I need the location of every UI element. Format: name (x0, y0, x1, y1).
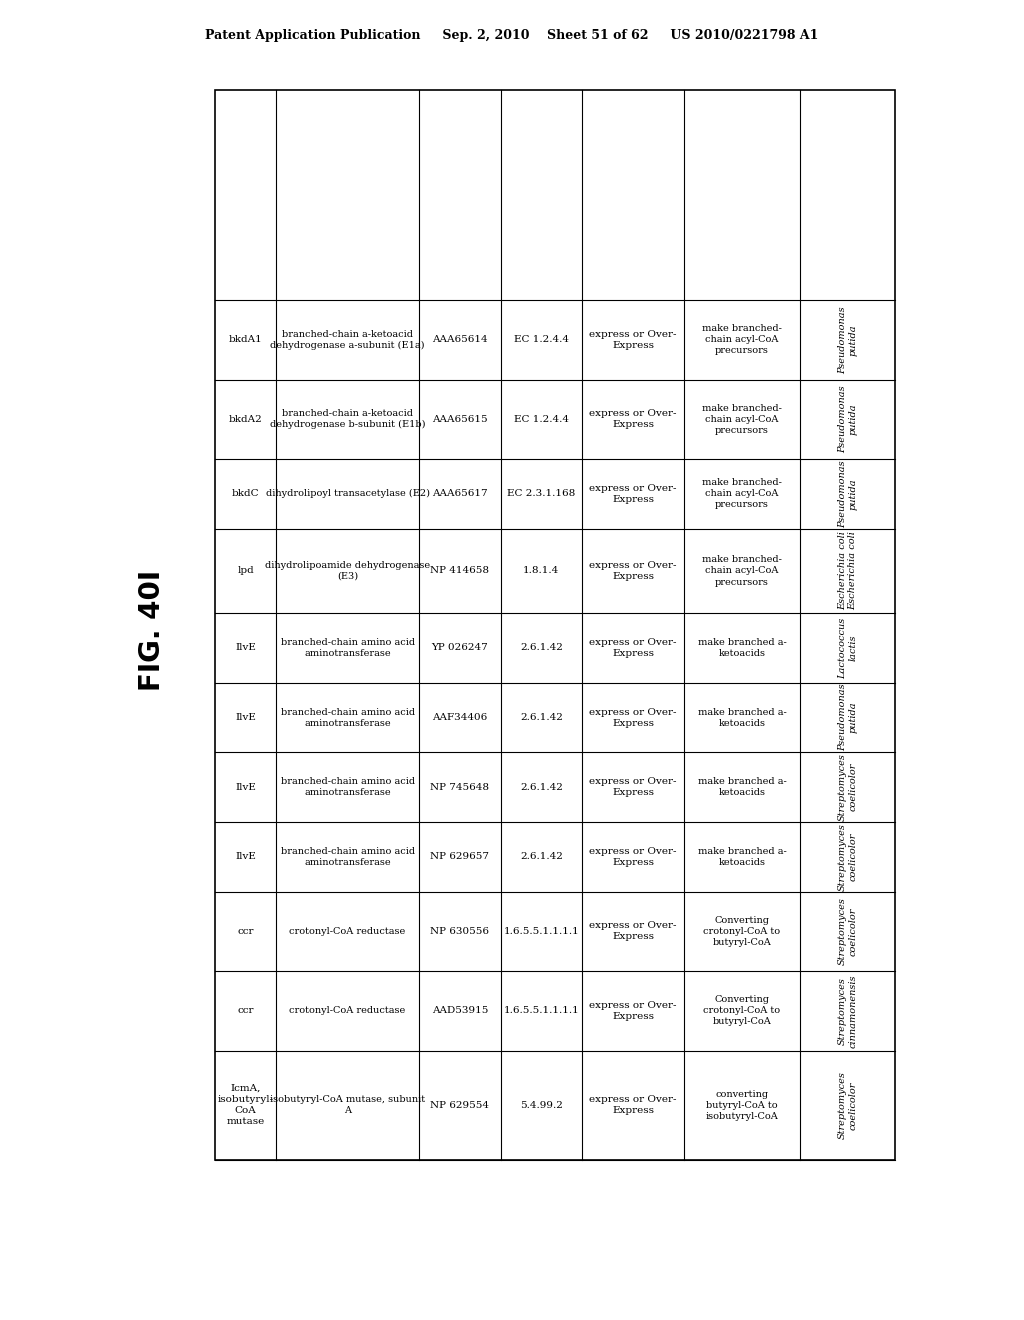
Text: 1.6.5.5.1.1.1.1: 1.6.5.5.1.1.1.1 (504, 1006, 580, 1015)
Text: IlvE: IlvE (236, 643, 256, 652)
Text: IlvE: IlvE (236, 783, 256, 792)
Text: Patent Application Publication     Sep. 2, 2010    Sheet 51 of 62     US 2010/02: Patent Application Publication Sep. 2, 2… (206, 29, 818, 41)
Text: make branched-
chain acyl-CoA
precursors: make branched- chain acyl-CoA precursors (702, 556, 782, 586)
Text: 2.6.1.42: 2.6.1.42 (520, 783, 563, 792)
Text: IlvE: IlvE (236, 853, 256, 861)
Text: branched-chain amino acid
aminotransferase: branched-chain amino acid aminotransfera… (281, 708, 415, 727)
Text: Pseudomonas
putida: Pseudomonas putida (838, 306, 857, 374)
Text: AAA65614: AAA65614 (432, 335, 487, 345)
Text: ccr: ccr (238, 927, 254, 936)
Text: express or Over-
Express: express or Over- Express (590, 330, 677, 350)
Text: EC 1.2.4.4: EC 1.2.4.4 (514, 414, 569, 424)
Text: express or Over-
Express: express or Over- Express (590, 846, 677, 867)
Text: lpd: lpd (238, 566, 254, 576)
Text: NP 629554: NP 629554 (430, 1101, 489, 1110)
Text: isobutyryl-CoA mutase, subunit
A: isobutyryl-CoA mutase, subunit A (270, 1096, 425, 1115)
Text: 2.6.1.42: 2.6.1.42 (520, 643, 563, 652)
Text: dihydrolipoamide dehydrogenase
(E3): dihydrolipoamide dehydrogenase (E3) (265, 561, 430, 581)
Text: branched-chain a-ketoacid
dehydrogenase a-subunit (E1a): branched-chain a-ketoacid dehydrogenase … (270, 330, 425, 350)
Text: AAA65615: AAA65615 (432, 414, 487, 424)
Text: ccr: ccr (238, 1006, 254, 1015)
Text: EC 2.3.1.168: EC 2.3.1.168 (507, 490, 575, 499)
Text: make branched-
chain acyl-CoA
precursors: make branched- chain acyl-CoA precursors (702, 478, 782, 510)
Text: express or Over-
Express: express or Over- Express (590, 921, 677, 941)
Text: Pseudomonas
putida: Pseudomonas putida (838, 385, 857, 453)
Text: Streptomyces
coelicolor: Streptomyces coelicolor (838, 822, 857, 891)
Text: IlvE: IlvE (236, 713, 256, 722)
Text: crotonyl-CoA reductase: crotonyl-CoA reductase (290, 927, 406, 936)
Text: EC 1.2.4.4: EC 1.2.4.4 (514, 335, 569, 345)
Text: branched-chain a-ketoacid
dehydrogenase b-subunit (E1b): branched-chain a-ketoacid dehydrogenase … (270, 409, 425, 429)
Text: express or Over-
Express: express or Over- Express (590, 708, 677, 727)
Text: NP 630556: NP 630556 (430, 927, 489, 936)
Text: 1.8.1.4: 1.8.1.4 (523, 566, 559, 576)
Text: IcmA,
isobutyryl-
CoA
mutase: IcmA, isobutyryl- CoA mutase (217, 1084, 273, 1126)
Text: 2.6.1.42: 2.6.1.42 (520, 853, 563, 861)
Text: bkdC: bkdC (231, 490, 259, 499)
Text: express or Over-
Express: express or Over- Express (590, 638, 677, 659)
Text: Pseudomonas
putida: Pseudomonas putida (838, 461, 857, 528)
Text: AAA65617: AAA65617 (432, 490, 487, 499)
Text: AAD53915: AAD53915 (431, 1006, 488, 1015)
Text: express or Over-
Express: express or Over- Express (590, 484, 677, 504)
Bar (215, 90, 895, 1160)
Text: NP 745648: NP 745648 (430, 783, 489, 792)
Text: make branched a-
ketoacids: make branched a- ketoacids (697, 777, 786, 797)
Text: express or Over-
Express: express or Over- Express (590, 1096, 677, 1115)
Text: make branched a-
ketoacids: make branched a- ketoacids (697, 708, 786, 727)
Text: dihydrolipoyl transacetylase (E2): dihydrolipoyl transacetylase (E2) (265, 490, 430, 499)
Text: converting
butyryl-CoA to
isobutyryl-CoA: converting butyryl-CoA to isobutyryl-CoA (706, 1090, 778, 1121)
Text: branched-chain amino acid
aminotransferase: branched-chain amino acid aminotransfera… (281, 777, 415, 797)
Text: Converting
crotonyl-CoA to
butyryl-CoA: Converting crotonyl-CoA to butyryl-CoA (703, 916, 780, 946)
Text: Pseudomonas
putida: Pseudomonas putida (838, 684, 857, 751)
Text: make branched-
chain acyl-CoA
precursors: make branched- chain acyl-CoA precursors (702, 325, 782, 355)
Text: make branched a-
ketoacids: make branched a- ketoacids (697, 846, 786, 867)
Text: express or Over-
Express: express or Over- Express (590, 1001, 677, 1020)
Text: bkdA1: bkdA1 (228, 335, 262, 345)
Text: crotonyl-CoA reductase: crotonyl-CoA reductase (290, 1006, 406, 1015)
Text: Streptomyces
cinnamonensis: Streptomyces cinnamonensis (838, 974, 857, 1048)
Text: Converting
crotonyl-CoA to
butyryl-CoA: Converting crotonyl-CoA to butyryl-CoA (703, 995, 780, 1027)
Text: YP 026247: YP 026247 (431, 643, 488, 652)
Text: Streptomyces
coelicolor: Streptomyces coelicolor (838, 1072, 857, 1139)
Text: 1.6.5.5.1.1.1.1: 1.6.5.5.1.1.1.1 (504, 927, 580, 936)
Text: bkdA2: bkdA2 (228, 414, 262, 424)
Text: express or Over-
Express: express or Over- Express (590, 777, 677, 797)
Text: express or Over-
Express: express or Over- Express (590, 561, 677, 581)
Text: FIG. 40I: FIG. 40I (138, 569, 166, 690)
Text: make branched-
chain acyl-CoA
precursors: make branched- chain acyl-CoA precursors (702, 404, 782, 434)
Text: 2.6.1.42: 2.6.1.42 (520, 713, 563, 722)
Text: branched-chain amino acid
aminotransferase: branched-chain amino acid aminotransfera… (281, 846, 415, 867)
Text: express or Over-
Express: express or Over- Express (590, 409, 677, 429)
Text: NP 414658: NP 414658 (430, 566, 489, 576)
Text: branched-chain amino acid
aminotransferase: branched-chain amino acid aminotransfera… (281, 638, 415, 659)
Text: Escherichia coli
Escherichia coli: Escherichia coli Escherichia coli (838, 532, 857, 610)
Text: AAF34406: AAF34406 (432, 713, 487, 722)
Text: Streptomyces
coelicolor: Streptomyces coelicolor (838, 754, 857, 821)
Text: Streptomyces
coelicolor: Streptomyces coelicolor (838, 898, 857, 965)
Text: Lactococcus
lactis: Lactococcus lactis (838, 618, 857, 678)
Text: NP 629657: NP 629657 (430, 853, 489, 861)
Text: 5.4.99.2: 5.4.99.2 (520, 1101, 563, 1110)
Text: make branched a-
ketoacids: make branched a- ketoacids (697, 638, 786, 659)
